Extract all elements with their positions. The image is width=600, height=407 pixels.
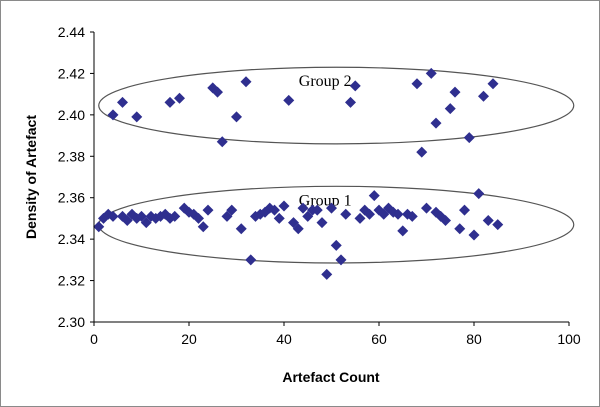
data-point	[235, 223, 247, 235]
data-point	[245, 254, 257, 266]
data-point	[273, 212, 285, 224]
data-point	[330, 239, 342, 251]
x-tick-label: 40	[276, 331, 292, 347]
data-point	[468, 229, 480, 241]
data-point	[240, 76, 252, 88]
data-point	[93, 221, 105, 233]
y-tick-label: 2.30	[58, 314, 85, 330]
x-tick-label: 20	[181, 331, 197, 347]
group-label: Group 2	[299, 73, 352, 90]
data-point	[131, 111, 143, 123]
data-point	[335, 254, 347, 266]
data-point	[117, 96, 128, 108]
x-tick-label: 60	[371, 331, 387, 347]
data-point	[430, 117, 442, 129]
data-point	[411, 78, 423, 90]
data-point	[392, 208, 404, 220]
data-point	[487, 78, 499, 90]
data-point	[326, 202, 337, 214]
y-tick-label: 2.38	[58, 148, 85, 164]
data-point	[364, 208, 375, 220]
data-point	[292, 223, 304, 235]
data-point	[169, 210, 181, 222]
data-point	[459, 204, 470, 216]
data-point	[321, 268, 333, 280]
data-point	[340, 208, 352, 220]
data-point	[202, 204, 214, 216]
data-point	[212, 86, 223, 98]
data-point	[197, 221, 209, 233]
group-label: Group 1	[299, 192, 352, 209]
y-tick-label: 2.36	[58, 190, 85, 206]
data-point	[174, 92, 185, 104]
data-point	[482, 215, 494, 226]
data-point	[278, 200, 290, 212]
tick-labels: 2.30 2.32 2.34 2.36 2.38 2.40 2.42 2.44 0 20 40 60 8…	[58, 24, 581, 347]
y-tick-label: 2.34	[58, 231, 85, 247]
data-point	[297, 202, 309, 214]
y-tick-label: 2.42	[58, 65, 85, 81]
data-point	[164, 96, 176, 108]
data-point	[354, 212, 366, 224]
data-point	[349, 80, 361, 92]
data-point	[406, 210, 418, 222]
data-point	[492, 219, 504, 231]
x-tick-label: 0	[90, 331, 98, 347]
data-point	[269, 204, 280, 216]
data-point	[463, 132, 475, 144]
data-point	[107, 210, 119, 222]
x-tick-label: 100	[557, 331, 581, 347]
data-point	[311, 204, 323, 216]
data-point	[444, 103, 456, 115]
data-point	[449, 86, 461, 98]
y-tick-label: 2.40	[58, 107, 85, 123]
y-tick-label: 2.32	[58, 273, 85, 289]
data-point	[345, 96, 356, 108]
data-point	[421, 202, 432, 214]
group-ellipses: Group 2 Group 1	[98, 66, 575, 264]
data-point	[316, 217, 328, 229]
data-point	[454, 223, 466, 235]
data-point	[440, 215, 451, 226]
axes	[90, 31, 570, 326]
data-points	[93, 67, 504, 280]
data-point	[231, 111, 242, 123]
data-point	[397, 225, 409, 237]
data-point	[216, 136, 228, 148]
data-point	[478, 90, 489, 102]
y-tick-label: 2.44	[58, 24, 85, 40]
data-point	[425, 67, 437, 79]
data-point	[193, 212, 204, 224]
data-point	[283, 94, 295, 106]
y-axis-title: Density of Artefact	[23, 115, 39, 239]
data-point	[107, 109, 119, 121]
data-point	[368, 190, 380, 202]
data-point	[416, 146, 428, 158]
x-tick-label: 80	[466, 331, 482, 347]
data-point	[473, 188, 485, 200]
group-ellipse	[98, 66, 575, 145]
data-point	[226, 204, 238, 216]
x-axis-title: Artefact Count	[282, 369, 380, 385]
